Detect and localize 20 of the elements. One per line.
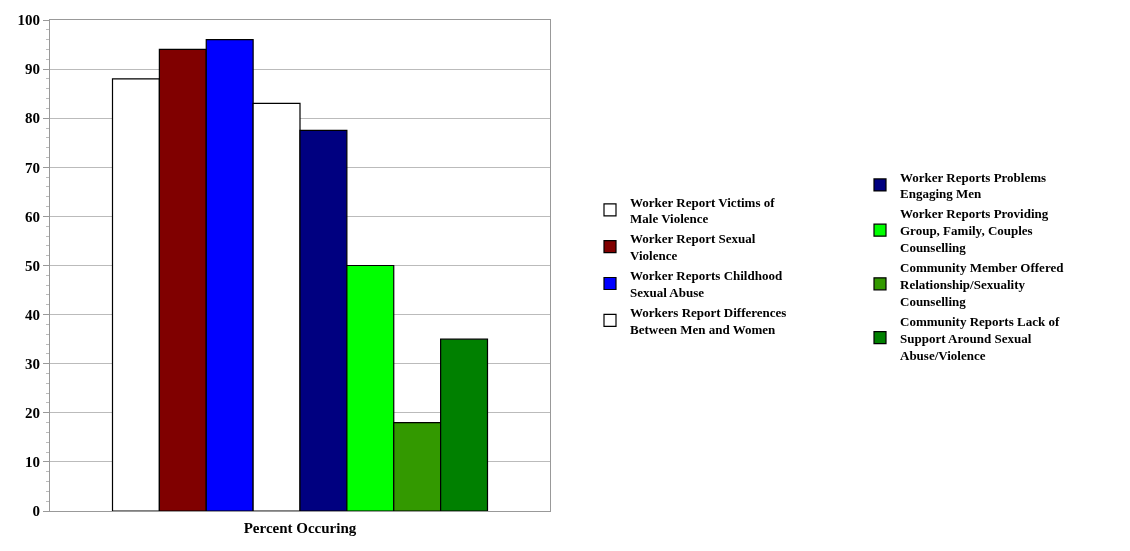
legend-label: Worker Reports Problems Engaging Men xyxy=(900,169,1047,202)
y-tick-label: 20 xyxy=(25,405,40,422)
y-tick-label: 80 xyxy=(25,110,40,127)
legend-label: Community Member Offered Relationship/Sexuality Counselling xyxy=(900,260,1065,309)
y-tick-label: 30 xyxy=(25,355,40,372)
legend-label: Worker Report Sexual Violence xyxy=(630,231,756,264)
y-tick-label: 90 xyxy=(25,61,40,78)
legend-label: Worker Report Victims of Male Violence xyxy=(630,194,776,227)
y-tick-label: 100 xyxy=(17,12,40,29)
y-tick-label: 50 xyxy=(25,257,40,274)
legend-label: Worker Reports Providing Group, Family, Couples Counselling xyxy=(900,206,1049,256)
y-tick-label: 70 xyxy=(25,159,40,176)
legend-label: Workers Report Differences Between Men and Women xyxy=(630,304,787,337)
y-tick-label: 10 xyxy=(25,454,40,471)
x-axis-title: Percent Occuring xyxy=(243,520,357,536)
legend-label: Worker Reports Childhood Sexual Abuse xyxy=(630,268,783,301)
y-tick-label: 0 xyxy=(32,503,40,520)
legend-label: Community Reports Lack of Support Around Sexual Abuse/Violence xyxy=(900,313,1060,363)
y-tick-label: 60 xyxy=(25,208,40,225)
y-tick-label: 40 xyxy=(25,306,40,323)
